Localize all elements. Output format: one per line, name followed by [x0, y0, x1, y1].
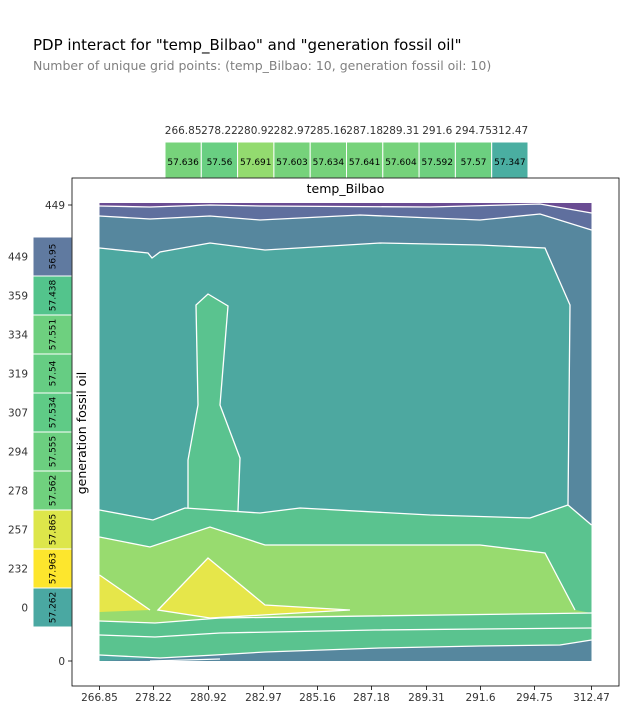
contour-line — [99, 639, 592, 659]
x-axis-tick-label: 282.97 — [245, 692, 282, 704]
x-marginal-cell — [237, 141, 275, 179]
x-axis-tick-label: 266.85 — [81, 692, 118, 704]
x-marginal-value: 57.347 — [494, 158, 526, 168]
y-marginal-tick-label: 319 — [8, 369, 28, 381]
x-axis-tick-label: 287.18 — [353, 692, 390, 704]
y-marginal-cell — [32, 548, 73, 589]
contour-line — [149, 658, 221, 662]
chart-title: PDP interact for "temp_Bilbao" and "gene… — [33, 36, 462, 54]
x-marginal-value: 57.634 — [313, 158, 345, 168]
x-marginal-value: 57.592 — [422, 158, 454, 168]
y-marginal-tick-label: 232 — [8, 564, 28, 576]
x-marginal-tick-label: 291.6 — [422, 125, 452, 137]
x-axis-tick-label: 289.31 — [408, 692, 445, 704]
y-marginal-value: 56.95 — [49, 244, 59, 270]
y-marginal-cell — [32, 587, 73, 628]
y-marginal-cell — [32, 236, 73, 277]
y-marginal-value: 57.534 — [49, 396, 59, 428]
contour-region — [99, 214, 592, 525]
y-axis-tick-label: 449 — [45, 200, 65, 212]
x-marginal-value: 57.641 — [349, 158, 381, 168]
y-marginal-tick-label: 278 — [8, 486, 28, 498]
y-marginal-value: 57.54 — [49, 360, 59, 386]
x-marginal-tick-label: 289.31 — [383, 125, 420, 137]
contour-line — [99, 242, 592, 526]
x-marginal-tick-label: 285.16 — [310, 125, 347, 137]
chart-subtitle: Number of unique grid points: (temp_Bilb… — [33, 58, 492, 73]
contour-region — [99, 640, 592, 661]
contour-line — [99, 612, 592, 624]
contour-region — [99, 505, 592, 615]
y-marginal-tick-label: 0 — [21, 603, 28, 615]
x-marginal-tick-label: 282.97 — [274, 125, 311, 137]
x-marginal-value: 57.604 — [385, 158, 417, 168]
x-marginal-tick-label: 312.47 — [491, 125, 528, 137]
x-axis-tick-label: 280.92 — [190, 692, 227, 704]
y-marginal-cell — [32, 509, 73, 550]
x-marginal-value: 57.691 — [240, 158, 272, 168]
x-marginal-value: 57.57 — [461, 158, 487, 168]
y-marginal-tick-label: 257 — [8, 525, 28, 537]
contour-region — [158, 558, 350, 618]
x-marginal-cell — [273, 141, 311, 179]
x-marginal-value: 57.56 — [207, 158, 233, 168]
y-marginal-cell — [32, 275, 73, 316]
contour-line — [156, 557, 351, 619]
contour-line — [187, 293, 241, 512]
y-marginal-value: 57.963 — [49, 553, 59, 585]
y-marginal-tick-label: 359 — [8, 291, 28, 303]
y-marginal-tick-label: 307 — [8, 408, 28, 420]
y-marginal-value: 57.262 — [49, 592, 59, 624]
contour-line — [99, 627, 592, 638]
contour-line — [99, 526, 576, 611]
y-marginal-tick-label: 449 — [8, 252, 28, 264]
x-marginal-tick-label: 278.22 — [201, 125, 238, 137]
x-marginal-tick-label: 280.92 — [237, 125, 274, 137]
contour-line — [99, 504, 569, 521]
x-marginal-tick-label: 294.75 — [455, 125, 492, 137]
x-axis-tick-label: 285.16 — [299, 692, 336, 704]
y-marginal-value: 57.562 — [49, 475, 59, 507]
y-marginal-value: 57.438 — [49, 279, 59, 311]
x-marginal-value: 57.636 — [167, 158, 199, 168]
contour-line — [99, 203, 592, 214]
x-marginal-cell — [346, 141, 384, 179]
y-marginal-tick-label: 334 — [8, 330, 28, 342]
x-axis-tick-label: 312.47 — [573, 692, 610, 704]
x-marginal-cell — [164, 141, 202, 179]
y-axis-tick-label: 0 — [58, 656, 65, 668]
x-marginal-tick-label: 266.85 — [165, 125, 202, 137]
y-marginal-value: 57.551 — [49, 319, 59, 351]
y-marginal-value: 57.865 — [49, 514, 59, 546]
x-axis-tick-label: 278.22 — [135, 692, 172, 704]
x-axis-title: temp_Bilbao — [307, 181, 385, 196]
y-marginal-value: 57.555 — [49, 436, 59, 468]
x-marginal-value: 57.603 — [276, 158, 308, 168]
contour-line — [99, 574, 151, 611]
x-marginal-tick-label: 287.18 — [346, 125, 383, 137]
contour-region — [188, 294, 240, 511]
x-marginal-cell — [454, 141, 493, 179]
x-axis-tick-label: 291.6 — [465, 692, 495, 704]
contour-region — [99, 204, 592, 230]
y-axis-title: generation fossil oil — [74, 372, 89, 495]
x-axis-tick-label: 294.75 — [516, 692, 553, 704]
contour-line — [99, 213, 592, 231]
contour-region — [99, 613, 592, 658]
y-marginal-tick-label: 294 — [8, 447, 28, 459]
